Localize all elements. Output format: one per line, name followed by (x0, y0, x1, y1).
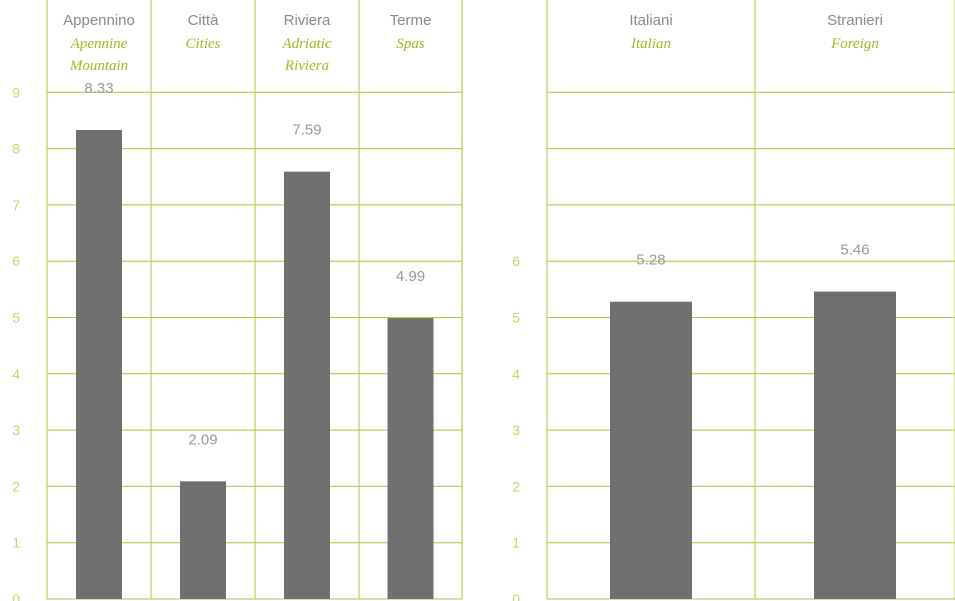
y-tick-label: 3 (12, 422, 20, 438)
data-label: 8.33 (84, 80, 113, 97)
data-label: 4.99 (396, 268, 425, 285)
data-label: 5.46 (840, 242, 869, 259)
data-label: 7.59 (292, 122, 321, 139)
y-tick-label: 9 (12, 84, 20, 100)
data-label: 5.28 (636, 252, 665, 269)
y-tick-label: 2 (512, 478, 520, 494)
category-label: Terme (390, 12, 432, 29)
category-label: Riviera (284, 12, 331, 29)
y-tick-label: 5 (512, 310, 520, 326)
y-tick-label: 1 (12, 535, 20, 551)
chart-left: 0 1 2 3 4 5 6 7 8 9 Appennino Apennine Mountain 8.33 C… (12, 0, 463, 601)
category-label: Appennino (63, 12, 135, 29)
y-tick-label: 5 (12, 310, 20, 326)
category-label: Italiani (629, 12, 672, 29)
data-label: 2.09 (188, 431, 217, 448)
y-tick-label: 0 (512, 591, 520, 601)
y-tick-label: 8 (12, 141, 20, 157)
category-sublabel: Mountain (69, 58, 128, 74)
chart-right: 0 1 2 3 4 5 6 Italiani Italian 5.28 Stranieri Forei… (512, 0, 955, 601)
category-sublabel: Foreign (830, 36, 879, 52)
y-tick-label: 1 (512, 535, 520, 551)
y-tick-label: 4 (512, 366, 520, 382)
category-sublabel: Riviera (284, 58, 329, 74)
y-tick-label: 6 (512, 253, 520, 269)
bar (814, 291, 896, 599)
category-sublabel: Italian (630, 36, 671, 52)
y-tick-label: 3 (512, 422, 520, 438)
category-label: Stranieri (827, 12, 883, 29)
bar (387, 318, 434, 599)
category-sublabel: Adriatic (281, 36, 332, 52)
category-sublabel: Apennine (70, 36, 128, 52)
y-tick-label: 6 (12, 253, 20, 269)
bar (284, 171, 330, 600)
category-sublabel: Spas (396, 36, 425, 52)
y-tick-label: 2 (12, 478, 20, 494)
y-tick-label: 0 (12, 591, 20, 601)
y-tick-label: 4 (12, 366, 20, 382)
bar (76, 130, 122, 599)
y-tick-label: 7 (12, 197, 20, 213)
bar (610, 301, 692, 599)
bar (180, 481, 226, 599)
category-sublabel: Cities (185, 36, 220, 52)
category-label: Città (188, 12, 220, 29)
